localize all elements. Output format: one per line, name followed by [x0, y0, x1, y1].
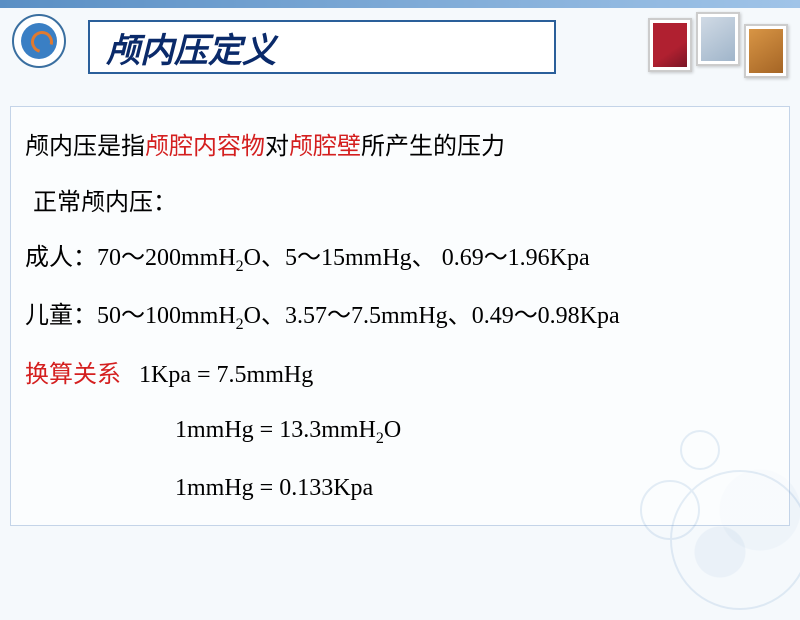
adult-v1: 70～200mmH: [97, 245, 236, 271]
conv-eq2: 1mmHg = 13.3mmH: [175, 417, 376, 443]
conv-eq3: 1mmHg = 0.133Kpa: [175, 475, 373, 501]
logo-inner: [21, 23, 57, 59]
def-mid: 对: [265, 134, 289, 160]
frame-3: [744, 24, 788, 78]
child-v1-tail: O、: [244, 303, 285, 329]
decorative-circles: [620, 420, 800, 620]
frame-image-2: [701, 17, 735, 61]
def-hl2: 颅腔壁: [289, 134, 361, 160]
adult-v1-sub: 2: [236, 258, 244, 275]
adult-v1-tail: O、: [244, 245, 285, 271]
definition-line: 颅内压是指颅腔内容物对颅腔壁所产生的压力: [25, 131, 775, 165]
def-prefix: 颅内压是指: [25, 134, 145, 160]
def-hl1: 颅腔内容物: [145, 134, 265, 160]
conversion-line-1: 换算关系 1Kpa = 7.5mmHg: [25, 359, 775, 393]
slide-title: 颅内压定义: [106, 23, 276, 72]
adult-label: 成人：: [25, 245, 97, 271]
child-v3: 0.49～0.98Kpa: [472, 303, 620, 329]
top-banner: [0, 0, 800, 8]
conv-eq2-tail: O: [384, 417, 401, 443]
conv-spacer: [121, 362, 139, 388]
conv-eq1: 1Kpa = 7.5mmHg: [139, 362, 313, 388]
child-v1: 50～100mmH: [97, 303, 236, 329]
adult-line: 成人：70～200mmH2O、5～15mmHg、 0.69～1.96Kpa: [25, 242, 775, 278]
child-v2: 3.57～7.5mmHg、: [285, 303, 472, 329]
adult-v3: 0.69～1.96Kpa: [442, 245, 590, 271]
deco-circle-2: [640, 480, 700, 540]
child-line: 儿童：50～100mmH2O、3.57～7.5mmHg、0.49～0.98Kpa: [25, 300, 775, 336]
hospital-logo: [12, 14, 66, 68]
conv-eq2-sub: 2: [376, 430, 384, 447]
conversion-label: 换算关系: [25, 362, 121, 388]
frame-1: [648, 18, 692, 72]
child-v1-sub: 2: [236, 316, 244, 333]
frame-2: [696, 12, 740, 66]
frame-image-3: [749, 29, 783, 73]
frame-image-1: [653, 23, 687, 67]
def-suffix: 所产生的压力: [361, 134, 505, 160]
title-box: 颅内压定义: [88, 20, 556, 74]
decorative-frames: [648, 10, 788, 64]
child-label: 儿童：: [25, 303, 97, 329]
normal-label: 正常颅内压：: [25, 187, 775, 221]
adult-v2: 5～15mmHg、: [285, 245, 442, 271]
deco-circle-3: [680, 430, 720, 470]
